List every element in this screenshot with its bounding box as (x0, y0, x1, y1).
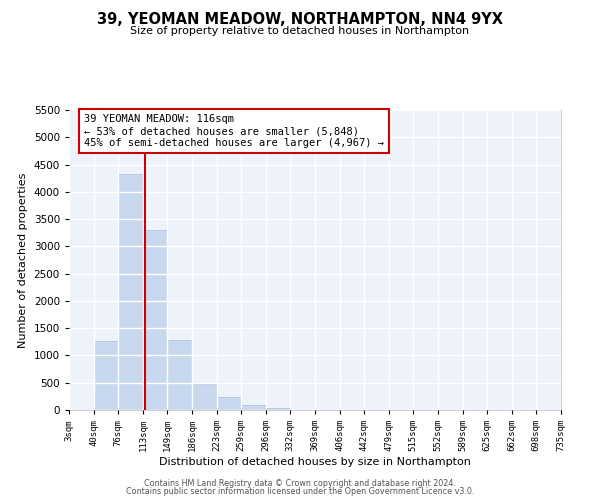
Bar (143, 230, 167, 410)
Text: Contains public sector information licensed under the Open Government Licence v3: Contains public sector information licen… (126, 487, 474, 496)
Bar (118, 174, 143, 410)
Bar (266, 408, 290, 410)
Text: 39, YEOMAN MEADOW, NORTHAMPTON, NN4 9YX: 39, YEOMAN MEADOW, NORTHAMPTON, NN4 9YX (97, 12, 503, 28)
Bar (241, 406, 266, 410)
Text: Contains HM Land Registry data © Crown copyright and database right 2024.: Contains HM Land Registry data © Crown c… (144, 478, 456, 488)
X-axis label: Distribution of detached houses by size in Northampton: Distribution of detached houses by size … (159, 457, 471, 467)
Bar (167, 340, 192, 410)
Bar (192, 384, 217, 410)
Text: Size of property relative to detached houses in Northampton: Size of property relative to detached ho… (130, 26, 470, 36)
Y-axis label: Number of detached properties: Number of detached properties (18, 172, 28, 348)
Text: 39 YEOMAN MEADOW: 116sqm
← 53% of detached houses are smaller (5,848)
45% of sem: 39 YEOMAN MEADOW: 116sqm ← 53% of detach… (84, 114, 384, 148)
Bar (94, 340, 118, 410)
Bar (217, 397, 241, 410)
